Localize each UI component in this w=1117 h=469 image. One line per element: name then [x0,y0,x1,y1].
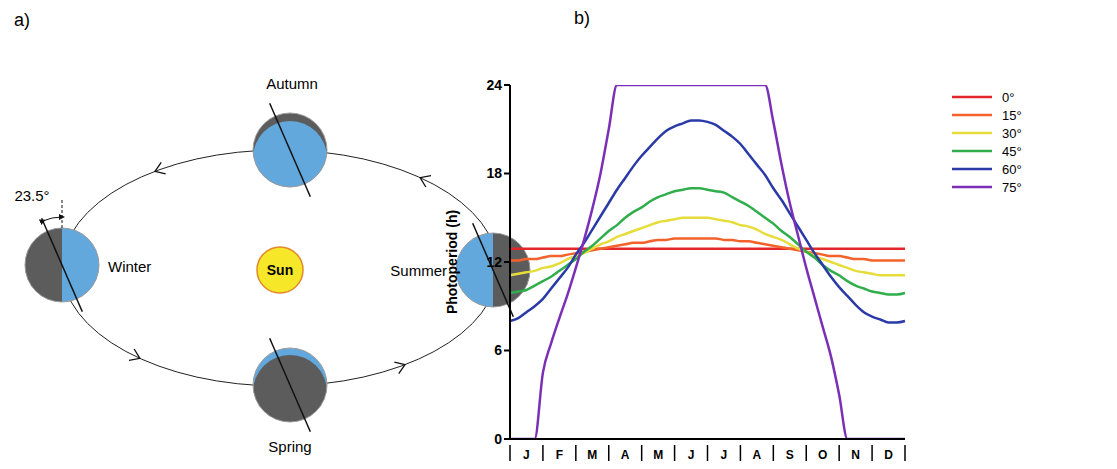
svg-text:M: M [587,448,597,462]
svg-text:J: J [523,448,530,462]
svg-text:18: 18 [486,165,502,181]
svg-text:O: O [818,448,827,462]
svg-text:12: 12 [486,254,502,270]
svg-text:S: S [786,448,794,462]
html-text:30°: 30° [1002,125,1022,141]
svg-text:Photoperiod (h): Photoperiod (h) [444,210,460,314]
svg-text:J: J [688,448,695,462]
svg-text:0: 0 [494,431,502,447]
html-text:60°: 60° [1002,161,1022,177]
svg-text:A: A [753,448,762,462]
svg-text:J: J [721,448,728,462]
svg-text:Summer: Summer [390,262,447,279]
html-text:45°: 45° [1002,143,1022,159]
svg-text:F: F [556,448,563,462]
html-text:75°: 75° [1002,179,1022,195]
svg-text:Spring: Spring [268,438,311,455]
svg-text:Winter: Winter [108,258,151,275]
svg-text:Sun: Sun [267,262,293,278]
svg-text:23.5°: 23.5° [14,187,49,204]
svg-text:D: D [884,448,893,462]
svg-text:A: A [621,448,630,462]
svg-text:Autumn: Autumn [266,75,318,92]
svg-text:6: 6 [494,342,502,358]
svg-text:N: N [851,448,860,462]
svg-text:M: M [653,448,663,462]
svg-text:24: 24 [486,77,502,93]
svg-text:a): a) [14,10,30,30]
html-text:0°: 0° [1002,89,1015,105]
html-text:b): b) [574,8,590,28]
html-text:15°: 15° [1002,107,1022,123]
